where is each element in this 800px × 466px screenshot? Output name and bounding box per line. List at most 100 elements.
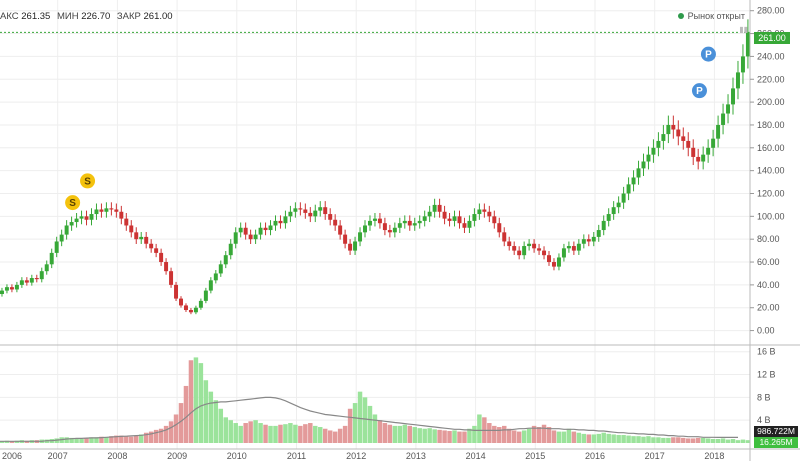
time-tick-label: 2012 — [346, 451, 366, 461]
candle-body — [179, 298, 183, 306]
volume-bar — [198, 363, 204, 443]
candle-body — [69, 222, 74, 226]
candle-body — [358, 232, 363, 242]
volume-bar — [64, 437, 69, 443]
volume-bar — [576, 432, 582, 443]
candle-body — [14, 284, 19, 290]
candle-body — [363, 225, 367, 233]
candle-body — [253, 234, 258, 240]
candle-body — [114, 209, 119, 212]
time-tick-label: 2007 — [48, 451, 68, 461]
event-marker-label: P — [705, 50, 712, 61]
candle-body — [308, 212, 313, 217]
volume-bar — [651, 437, 656, 443]
candle-body — [129, 225, 134, 233]
volume-bar — [745, 440, 751, 443]
candle-body — [288, 211, 293, 217]
candle-body — [24, 280, 29, 283]
volume-bar — [636, 436, 641, 443]
volume-bar — [243, 423, 248, 443]
low-value: 226.70 — [81, 11, 111, 22]
volume-bar — [313, 425, 318, 443]
volume-bar — [437, 429, 442, 443]
candle-body — [164, 262, 169, 272]
candle-body — [740, 56, 745, 73]
volume-bar — [472, 425, 477, 443]
volume-bar — [158, 428, 164, 443]
volume-bar — [387, 424, 393, 443]
candle-body — [631, 177, 636, 185]
candle-body — [159, 252, 164, 263]
volume-bar — [641, 436, 646, 443]
volume-bar — [109, 436, 114, 443]
volume-bar — [626, 435, 631, 443]
volume-bar — [611, 434, 616, 443]
candle-body — [278, 220, 283, 224]
candle-body — [711, 138, 716, 148]
candle-body — [422, 216, 427, 221]
volume-bar — [258, 423, 263, 443]
market-status[interactable]: Рынок открыт — [677, 11, 745, 21]
grid — [0, 0, 750, 449]
volume-bar — [631, 436, 636, 443]
price-tick-label: 220.00 — [757, 74, 785, 84]
volume-bar — [516, 431, 522, 443]
candle-body — [547, 255, 551, 263]
time-tick-label: 2010 — [227, 451, 247, 461]
time-tick-label: 2014 — [466, 451, 486, 461]
candle-body — [512, 246, 517, 251]
volume-bar — [337, 428, 343, 443]
candle-body — [532, 243, 537, 249]
volume-bar — [213, 400, 219, 443]
volume-bar — [298, 425, 303, 443]
volume-bar — [153, 429, 159, 443]
volume-bar — [347, 408, 353, 443]
candles — [0, 19, 750, 315]
volume-bar — [278, 424, 283, 443]
volume-bar — [492, 425, 497, 443]
candle-body — [576, 243, 581, 251]
candle-body — [64, 225, 69, 235]
pane-controls-icon[interactable]: ▮▮ — [739, 25, 748, 34]
candle-body — [198, 300, 203, 308]
last-price-tag: 261.00 — [754, 32, 790, 44]
volume-bar — [233, 423, 238, 443]
volume-bar — [253, 420, 258, 443]
event-marker-label: S — [84, 176, 91, 187]
volume-bar — [332, 431, 338, 443]
candle-body — [293, 208, 298, 212]
volume-bar — [283, 424, 288, 443]
candle-body — [104, 208, 109, 212]
candle-body — [144, 236, 149, 244]
volume-bar — [536, 427, 542, 443]
volume-bar — [143, 432, 149, 443]
close-value: 261.00 — [143, 11, 173, 22]
time-tick-label: 2011 — [287, 451, 306, 461]
volume-bar — [705, 438, 711, 443]
volume-bar — [342, 425, 348, 443]
candle-body — [238, 227, 243, 233]
candle-body — [39, 271, 44, 280]
candle-body — [721, 113, 726, 125]
volume-bar — [735, 440, 741, 443]
volume-bar — [104, 437, 109, 443]
high-value: 261.35 — [21, 11, 51, 22]
volume-bar — [531, 425, 537, 443]
price-tick-label: 180.00 — [757, 120, 785, 130]
candle-body — [213, 273, 218, 281]
candle-body — [686, 140, 691, 148]
volume-bar — [119, 435, 124, 443]
candle-body — [437, 204, 442, 212]
candle-body — [556, 257, 561, 267]
volume-bar — [69, 437, 74, 443]
event-marker-s-icon — [80, 173, 96, 189]
candle-body — [248, 234, 253, 240]
candle-body — [561, 248, 566, 258]
candle-body — [154, 248, 159, 253]
candle-body — [666, 124, 671, 135]
candle-body — [124, 218, 129, 226]
candle-body — [29, 278, 34, 283]
volume-bar — [173, 414, 179, 443]
